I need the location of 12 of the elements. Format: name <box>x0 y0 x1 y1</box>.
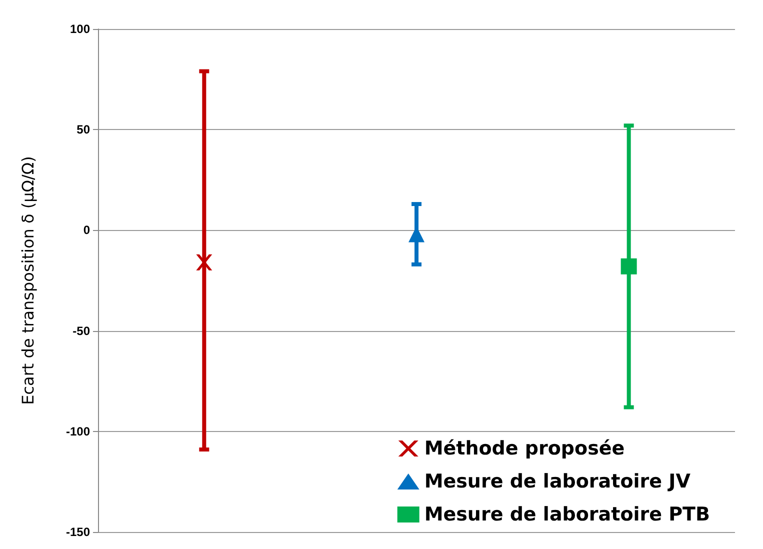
y-tick-label: 100 <box>70 22 90 36</box>
y-axis-title: Ecart de transposition δ (µΩ/Ω) <box>18 156 38 405</box>
legend-label: Méthode proposée <box>424 438 625 460</box>
point <box>620 258 637 274</box>
legend-label: Mesure de laboratoire PTB <box>424 504 710 526</box>
point <box>196 254 212 270</box>
y-tick-label: 0 <box>83 223 90 238</box>
legend-label: Mesure de laboratoire JV <box>424 470 691 492</box>
y-tick-label: -100 <box>66 424 90 438</box>
y-tick-label: -50 <box>72 324 90 338</box>
y-tick-label: -150 <box>66 525 90 539</box>
y-tick-label: 50 <box>76 122 90 137</box>
